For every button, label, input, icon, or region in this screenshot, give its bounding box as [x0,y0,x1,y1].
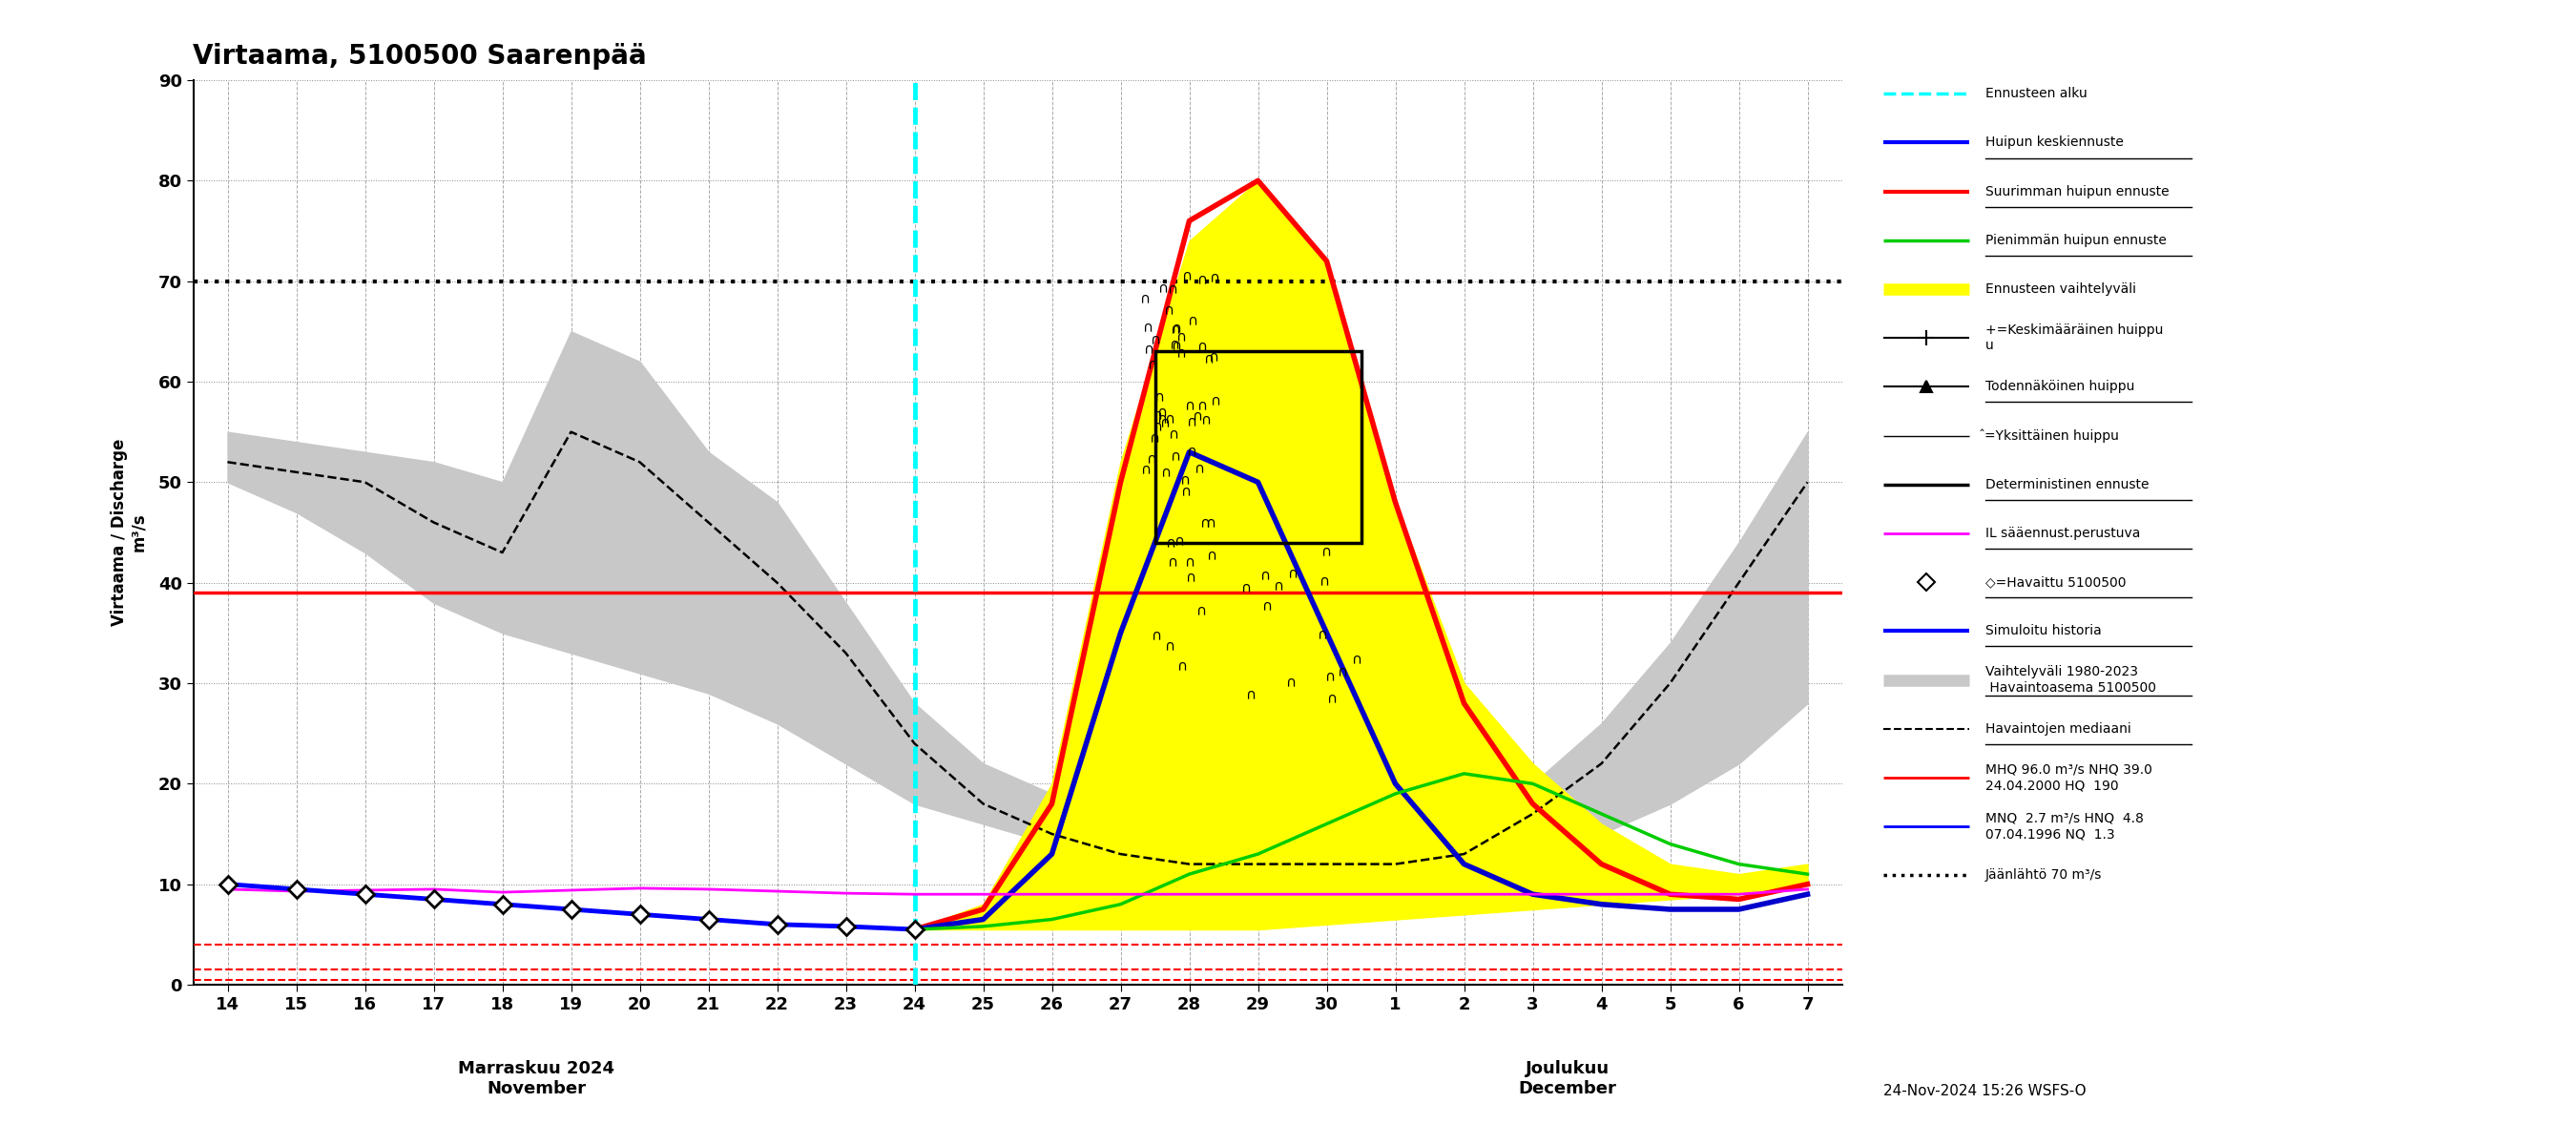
Text: ∩: ∩ [1242,581,1252,594]
Text: ∩: ∩ [1327,690,1337,705]
Text: ∩: ∩ [1188,313,1198,327]
Text: Simuloitu historia: Simuloitu historia [1986,624,2102,638]
Text: Pienimmän huipun ennuste: Pienimmän huipun ennuste [1986,234,2166,247]
Text: Virtaama, 5100500 Saarenpää: Virtaama, 5100500 Saarenpää [193,44,647,70]
Text: ∩: ∩ [1185,444,1195,458]
Text: Jäänlähtö 70 m³/s: Jäänlähtö 70 m³/s [1986,869,2102,882]
Text: ∩: ∩ [1285,567,1298,581]
Text: Vaihtelуväli 1980-2023
 Havaintoasema 5100500: Vaihtelуväli 1980-2023 Havaintoasema 510… [1986,665,2156,694]
Y-axis label: Virtaama / Discharge
m³/s: Virtaama / Discharge m³/s [111,439,147,626]
Text: ∩: ∩ [1195,339,1206,354]
Text: ∩: ∩ [1146,452,1157,466]
Text: ∩: ∩ [1203,352,1213,366]
Text: ∩: ∩ [1185,397,1195,412]
Text: ∩: ∩ [1170,339,1182,353]
Text: ∩: ∩ [1167,282,1177,297]
Text: ∩: ∩ [1200,413,1211,427]
Text: ∩: ∩ [1146,357,1157,371]
Text: MHQ 96.0 m³/s NHQ 39.0
24.04.2000 HQ  190: MHQ 96.0 m³/s NHQ 39.0 24.04.2000 HQ 190 [1986,764,2151,792]
Text: ∩: ∩ [1193,409,1203,424]
Text: ∩: ∩ [1164,411,1175,426]
Text: ∩: ∩ [1164,302,1175,317]
Text: +=Keskimääräinen huippu
u: +=Keskimääräinen huippu u [1986,324,2164,353]
Text: ∩: ∩ [1185,570,1195,585]
Text: ∩: ∩ [1321,545,1332,559]
Text: Suurimman huipun ennuste: Suurimman huipun ennuste [1986,184,2169,198]
Text: ∩: ∩ [1170,321,1182,335]
Text: Ennusteen alku: Ennusteen alku [1986,87,2087,101]
Text: ∩: ∩ [1185,555,1195,569]
Text: ∩: ∩ [1151,629,1162,642]
Text: ∩: ∩ [1175,346,1185,360]
Text: Deterministinen ennuste: Deterministinen ennuste [1986,477,2148,491]
Text: ∩: ∩ [1273,579,1283,593]
Text: Marraskuu 2024
November: Marraskuu 2024 November [459,1060,616,1097]
Text: ∩: ∩ [1151,419,1162,434]
Text: Joulukuu
December: Joulukuu December [1517,1060,1615,1097]
Text: ∩: ∩ [1337,664,1347,679]
Text: ∩: ∩ [1170,322,1180,337]
Text: Ennusteen vaihtelуväli: Ennusteen vaihtelуväli [1986,283,2136,295]
Text: ∩: ∩ [1206,515,1216,530]
Text: ∩: ∩ [1170,338,1180,352]
Text: ∩: ∩ [1170,449,1180,464]
Bar [1154,352,1360,543]
Text: ∩: ∩ [1157,412,1167,426]
Text: ∩: ∩ [1244,687,1255,702]
Text: ∩: ∩ [1193,460,1206,475]
Text: ∩: ∩ [1316,627,1327,641]
Text: ∩: ∩ [1262,599,1273,613]
Text: ∩: ∩ [1159,465,1172,479]
Text: 24-Nov-2024 15:26 WSFS-O: 24-Nov-2024 15:26 WSFS-O [1883,1084,2087,1098]
Text: ∩: ∩ [1285,674,1296,689]
Text: Todennäköinen huippu: Todennäköinen huippu [1986,380,2136,394]
Text: ∩: ∩ [1206,548,1216,562]
Text: ∩: ∩ [1167,555,1177,569]
Text: ∩: ∩ [1195,398,1206,412]
Text: ∩: ∩ [1154,390,1164,404]
Text: ∩: ∩ [1149,332,1159,346]
Text: ∩: ∩ [1167,427,1177,441]
Text: ∩: ∩ [1350,652,1360,666]
Text: ∩: ∩ [1177,660,1188,673]
Text: ∩: ∩ [1180,472,1190,487]
Text: ∩: ∩ [1157,282,1170,295]
Text: ∩: ∩ [1139,463,1151,476]
Text: ∩: ∩ [1139,291,1149,306]
Text: Huipun keskiennuste: Huipun keskiennuste [1986,136,2123,149]
Text: ∩: ∩ [1260,568,1270,583]
Text: ∩: ∩ [1164,536,1175,550]
Text: ∩: ∩ [1175,534,1185,548]
Text: ∩: ∩ [1159,416,1170,431]
Text: Havaintojen mediaani: Havaintojen mediaani [1986,722,2130,735]
Text: ∩: ∩ [1195,273,1208,286]
Text: ∩: ∩ [1208,270,1218,285]
Text: ∩: ∩ [1175,329,1185,344]
Text: ∩: ∩ [1324,669,1334,684]
Text: ∩: ∩ [1200,516,1211,530]
Text: ∩: ∩ [1195,603,1206,618]
Text: ◇=Havaittu 5100500: ◇=Havaittu 5100500 [1986,576,2125,589]
Text: ∩: ∩ [1141,321,1151,334]
Text: ∩: ∩ [1144,341,1154,356]
Text: IL sääennust.perustuva: IL sääennust.perustuva [1986,527,2141,540]
Text: MNQ  2.7 m³/s HNQ  4.8
07.04.1996 NQ  1.3: MNQ 2.7 m³/s HNQ 4.8 07.04.1996 NQ 1.3 [1986,812,2143,840]
Text: ∩: ∩ [1164,639,1175,653]
Text: ̂=Yksittäinen huippu: ̂=Yksittäinen huippu [1986,428,2120,443]
Text: ∩: ∩ [1157,404,1167,419]
Text: ∩: ∩ [1208,349,1218,364]
Text: ∩: ∩ [1151,408,1162,421]
Text: ∩: ∩ [1182,269,1193,283]
Text: ∩: ∩ [1319,574,1329,589]
Text: ∩: ∩ [1211,393,1221,408]
Text: ∩: ∩ [1149,431,1159,444]
Text: ∩: ∩ [1188,414,1198,428]
Text: ∩: ∩ [1180,484,1190,499]
